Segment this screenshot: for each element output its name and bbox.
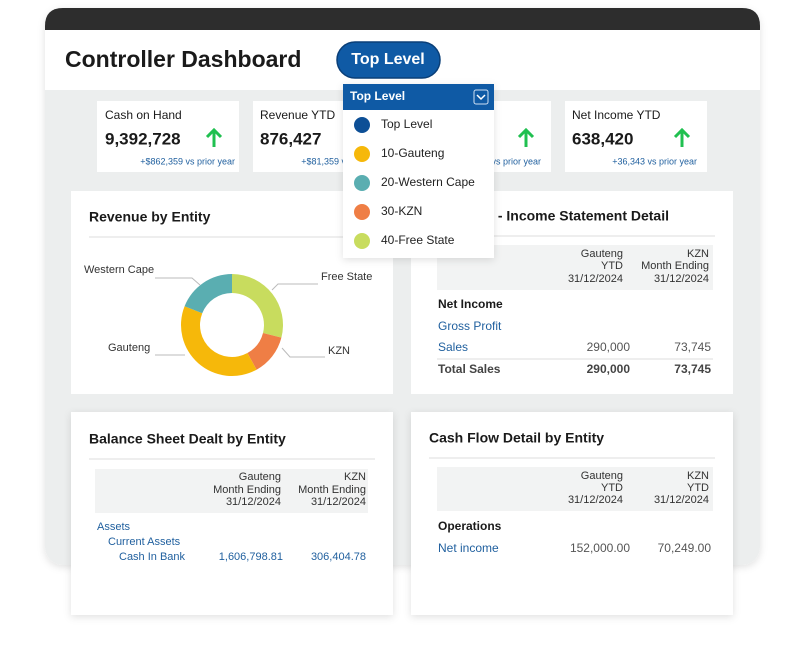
kpi-delta: +$862,359 vs prior year xyxy=(140,156,235,166)
row-label[interactable]: Net income xyxy=(438,541,499,555)
column-header: KZN xyxy=(687,248,709,260)
card-title: Balance Sheet Dealt by Entity xyxy=(89,431,286,447)
card-title: s - Income Statement Detail xyxy=(486,208,669,224)
frame-top xyxy=(45,8,760,30)
column-header: 31/12/2024 xyxy=(568,494,623,506)
dropdown-panel xyxy=(343,84,494,258)
option-dot xyxy=(354,117,370,133)
row-label[interactable]: Sales xyxy=(438,340,468,354)
column-header: Month Ending xyxy=(213,484,281,496)
kpi-delta: +36,343 vs prior year xyxy=(612,156,697,166)
slice-label: Western Cape xyxy=(84,264,154,276)
option-label[interactable]: 30-KZN xyxy=(381,204,422,218)
column-header: KZN xyxy=(687,470,709,482)
row-label[interactable]: Current Assets xyxy=(108,536,181,548)
up-arrow xyxy=(517,127,535,147)
up-arrow xyxy=(673,127,691,147)
chevron xyxy=(476,94,486,101)
slice-label: KZN xyxy=(328,345,350,357)
kpi-label: Revenue YTD xyxy=(260,108,335,122)
dropdown-header[interactable] xyxy=(343,84,494,110)
page-title: Controller Dashboard xyxy=(65,46,301,72)
column-header: 31/12/2024 xyxy=(654,494,709,506)
column-header: Month Ending xyxy=(298,484,366,496)
cell: 1,606,798.81 xyxy=(219,551,283,563)
column-header: KZN xyxy=(344,471,366,483)
slice-label: Free State xyxy=(321,271,372,283)
option-dot xyxy=(354,146,370,162)
column-header: 31/12/2024 xyxy=(568,273,623,285)
kpi-value: 9,392,728 xyxy=(105,129,181,148)
kpi-card: Cash on Hand 9,392,728 +$862,359 vs prio… xyxy=(97,101,239,172)
cell: 73,745 xyxy=(674,362,711,376)
option-dot xyxy=(354,175,370,191)
dropdown-selected[interactable]: Top Level xyxy=(350,89,405,103)
dropdown: Top Level Top Level 10-Gauteng 20-Western … xyxy=(343,84,494,258)
column-header: 31/12/2024 xyxy=(226,496,281,508)
option-dot xyxy=(354,204,370,220)
row-label[interactable]: Gross Profit xyxy=(438,319,502,333)
column-header: YTD xyxy=(601,260,623,272)
option-label[interactable]: 10-Gauteng xyxy=(381,146,444,160)
row-label: Operations xyxy=(438,519,502,533)
kpi-label: Net Income YTD xyxy=(572,108,661,122)
card-title: Cash Flow Detail by Entity xyxy=(429,430,604,446)
cell: 152,000.00 xyxy=(570,541,630,555)
level-button-label[interactable]: Top Level xyxy=(351,51,425,68)
column-header: Gauteng xyxy=(581,248,623,260)
option-label[interactable]: Top Level xyxy=(381,117,432,131)
level-button[interactable] xyxy=(336,41,441,79)
cell: 306,404.78 xyxy=(311,551,366,563)
leader-lines xyxy=(155,277,325,358)
option-label[interactable]: 40-Free State xyxy=(381,233,455,247)
column-header: YTD xyxy=(601,482,623,494)
leader-line xyxy=(155,277,201,286)
donut-slice xyxy=(184,274,232,314)
cell: 290,000 xyxy=(587,362,631,376)
column-header: 31/12/2024 xyxy=(654,273,709,285)
column-header: Month Ending xyxy=(641,260,709,272)
table-header xyxy=(95,469,368,513)
donut-slice xyxy=(247,332,282,370)
row-label: Total Sales xyxy=(438,362,501,376)
slice-label: Gauteng xyxy=(108,342,150,354)
chevron-box[interactable] xyxy=(473,89,489,105)
kpi-value: 876,427 xyxy=(260,129,321,148)
row-label: Net Income xyxy=(438,297,503,311)
card xyxy=(411,412,733,615)
up-arrow xyxy=(205,127,223,147)
leader-line xyxy=(271,283,318,291)
table-header xyxy=(437,467,713,511)
kpi-delta: vs prior year xyxy=(491,156,541,166)
column-header: Gauteng xyxy=(581,470,623,482)
donut-slice xyxy=(181,306,257,376)
cell: 70,249.00 xyxy=(658,541,712,555)
row-label[interactable]: Cash In Bank xyxy=(119,551,186,563)
leader-line xyxy=(281,347,325,358)
kpi-label: Cash on Hand xyxy=(105,108,182,122)
donut-chart xyxy=(181,274,283,376)
column-header: YTD xyxy=(687,482,709,494)
kpi-card: Net Income YTD 638,420 +36,343 vs prior … xyxy=(565,101,707,172)
card xyxy=(71,412,393,615)
option-dot xyxy=(354,233,370,249)
cell: 290,000 xyxy=(587,340,631,354)
donut-slice xyxy=(232,274,283,338)
kpi-value: 638,420 xyxy=(572,129,633,148)
row-label[interactable]: Assets xyxy=(97,521,131,533)
column-header: Gauteng xyxy=(239,471,281,483)
column-header: 31/12/2024 xyxy=(311,496,366,508)
cell: 73,745 xyxy=(674,340,711,354)
option-label[interactable]: 20-Western Cape xyxy=(381,175,475,189)
card-title: Revenue by Entity xyxy=(89,209,211,225)
dropdown-options: Top Level 10-Gauteng 20-Western Cape 30-KZN… xyxy=(354,117,475,249)
